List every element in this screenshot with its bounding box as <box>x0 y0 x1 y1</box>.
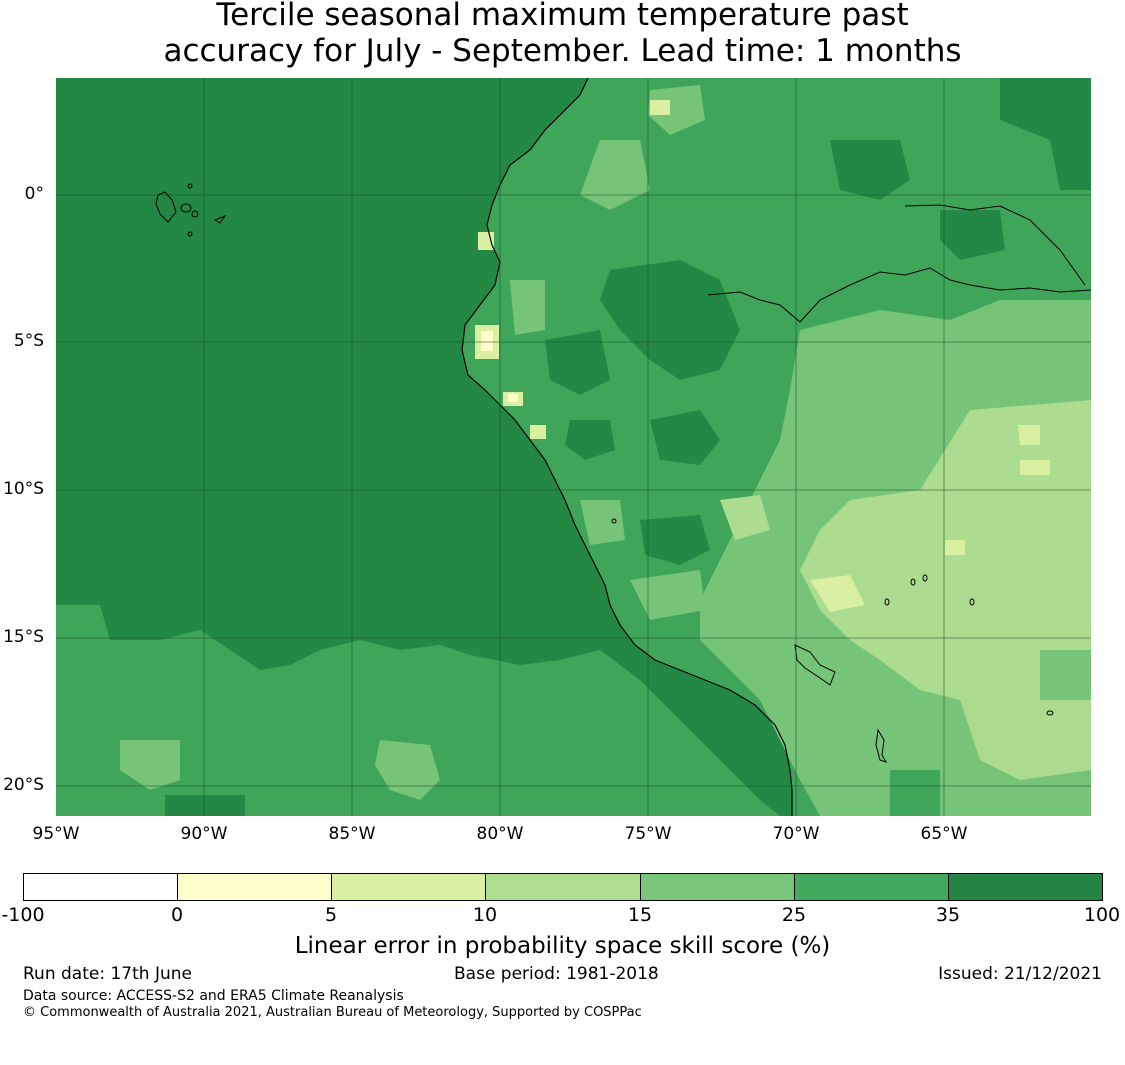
galapagos-islands <box>155 183 227 237</box>
land-dark-central-2 <box>545 330 610 395</box>
colorbar-segment-4 <box>486 874 641 900</box>
copyright-notice: © Commonwealth of Australia 2021, Austra… <box>23 1005 642 1020</box>
lat-label-15s: 15°S <box>3 627 44 647</box>
lon-label-70w: 70°W <box>772 824 820 844</box>
colorbar-tick-35: 35 <box>935 904 961 926</box>
colorbar-tick-5: 5 <box>324 904 338 926</box>
land-mid-green-patch-south <box>890 770 940 816</box>
issued-date: Issued: 21/12/2021 <box>938 964 1102 984</box>
lat-label-10s: 10°S <box>3 479 44 499</box>
ocean-south-mid-band <box>56 605 780 816</box>
colorbar-tick-15: 15 <box>627 904 653 926</box>
colorbar-segment-3 <box>332 874 487 900</box>
land-light-green-west-3 <box>630 570 705 620</box>
data-source: Data source: ACCESS-S2 and ERA5 Climate … <box>23 988 404 1004</box>
lat-label-20s: 20°S <box>3 775 44 795</box>
land-very-pale-patch-2 <box>1018 425 1040 445</box>
land-very-pale-patch-1 <box>810 575 865 612</box>
land-dark-central-4 <box>640 515 710 565</box>
land-dark-east-1 <box>830 140 910 200</box>
lat-label-0: 0° <box>24 184 44 204</box>
run-date: Run date: 17th June <box>23 964 192 984</box>
land-dark-central-3 <box>565 420 615 460</box>
land-very-pale-patch-4 <box>945 540 965 555</box>
skill-score-map <box>56 78 1091 816</box>
land-light-green-north-2 <box>648 85 705 135</box>
gridlines <box>56 78 1091 816</box>
land-dark-northeast <box>790 78 1091 190</box>
colorbar-label: Linear error in probability space skill … <box>294 933 831 959</box>
colorbar-segment-6 <box>794 874 949 900</box>
land-very-pale-patch-5 <box>650 100 670 115</box>
coastal-hotspot-3-core <box>508 394 518 402</box>
ocean-south-dark-patch <box>165 795 245 816</box>
land-dark-central-1 <box>600 260 740 380</box>
land-dark-central-5 <box>650 410 720 465</box>
lon-label-90w: 90°W <box>180 824 228 844</box>
lake-titicaca <box>794 644 836 686</box>
land-light-green-north-1 <box>580 140 650 210</box>
negro-river <box>904 204 1086 286</box>
lat-label-5s: 5°S <box>13 331 44 351</box>
coastal-hotspot-4 <box>530 425 546 439</box>
colorbar-tick-100: 100 <box>1083 904 1121 926</box>
land-very-pale-patch-3 <box>1020 460 1050 475</box>
ocean-south-light-patch-1 <box>120 740 180 790</box>
lon-label-95w: 95°W <box>32 824 80 844</box>
colorbar-tick-25: 25 <box>781 904 807 926</box>
colorbar-segment-2 <box>178 874 333 900</box>
map-plot-area <box>56 78 1091 816</box>
land-pale-green-southeast <box>800 400 1091 780</box>
lon-label-85w: 85°W <box>328 824 376 844</box>
ocean-south-light-patch-2 <box>375 740 440 800</box>
colorbar-segment-5 <box>640 874 795 900</box>
colorbar-tick-0: 0 <box>170 904 184 926</box>
base-period: Base period: 1981-2018 <box>454 964 659 984</box>
map-title-line-2: accuracy for July - September. Lead time… <box>163 33 962 69</box>
coastal-hotspot-2-core <box>481 331 493 351</box>
lon-label-65w: 65°W <box>920 824 968 844</box>
colorbar-tick-10: 10 <box>472 904 498 926</box>
colorbar-segment-7 <box>948 874 1102 900</box>
land-pale-green-patch <box>720 495 770 540</box>
land-mid-green-patch-east <box>1040 650 1091 700</box>
map-title-line-1: Tercile seasonal maximum temperature pas… <box>216 0 909 33</box>
small-lakes <box>611 518 1054 763</box>
ocean-south-mid-patch <box>56 700 90 730</box>
colorbar <box>23 873 1103 901</box>
land-light-green-west-1 <box>510 280 545 335</box>
lon-label-80w: 80°W <box>476 824 524 844</box>
lon-label-75w: 75°W <box>624 824 672 844</box>
amazon-river <box>707 267 1091 323</box>
colorbar-segment-1 <box>24 874 179 900</box>
land-light-green-west-2 <box>580 500 625 545</box>
colorbar-tick-neg100: -100 <box>1 904 45 926</box>
land-dark-east-2 <box>940 210 1005 260</box>
